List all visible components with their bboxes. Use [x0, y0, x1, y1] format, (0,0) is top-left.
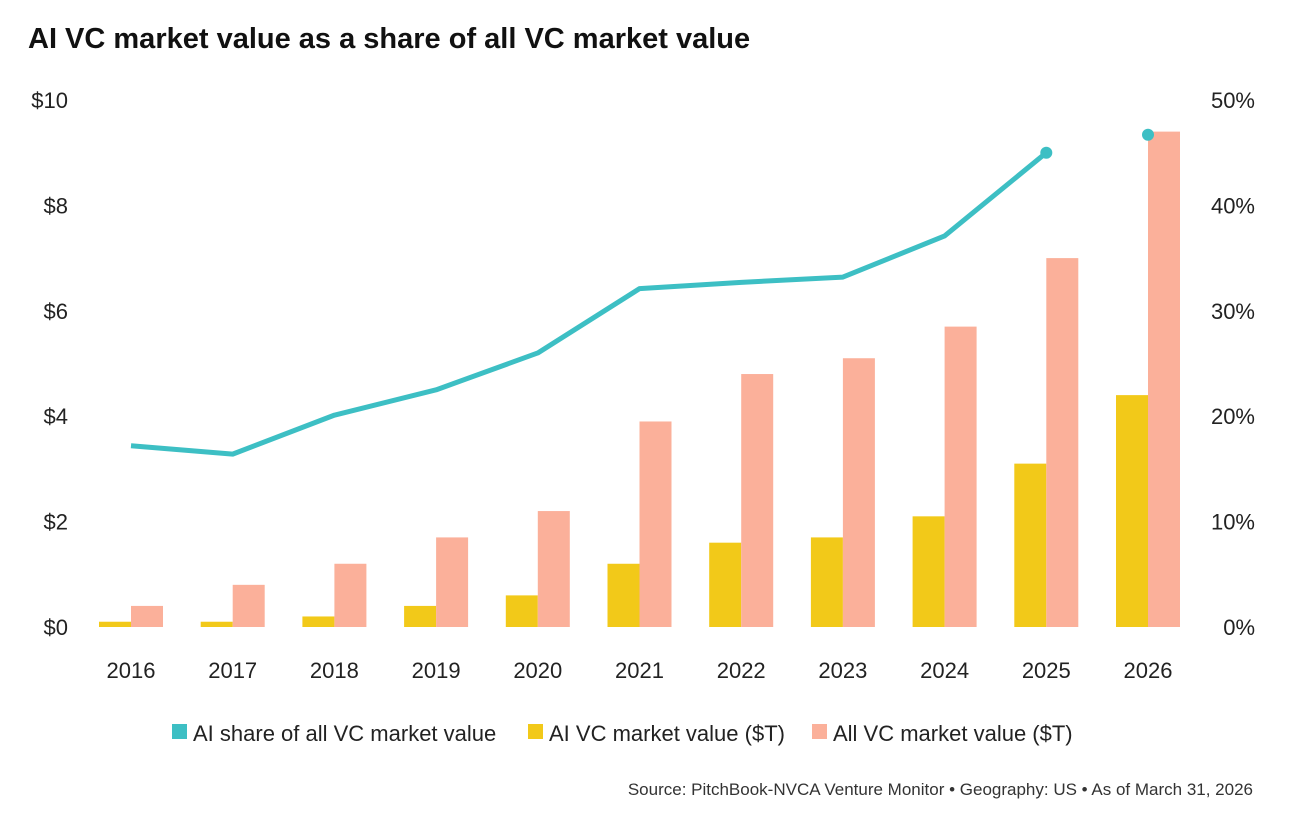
right-axis: 0% 10% 20% 30% 40% 50%: [1211, 88, 1255, 640]
left-tick-label: $6: [44, 299, 68, 324]
bar-ai-vc-2024: [912, 516, 945, 627]
bar-ai-vc-2019: [404, 605, 437, 627]
x-tick-label: 2019: [412, 658, 461, 683]
left-tick-label: $0: [44, 615, 68, 640]
x-tick-label: 2025: [1022, 658, 1071, 683]
x-tick-label: 2020: [513, 658, 562, 683]
legend-label-share: AI share of all VC market value: [193, 721, 496, 746]
right-tick-label: 30%: [1211, 299, 1255, 324]
bar-all-vc-2020: [537, 511, 570, 627]
legend-swatch-share: [172, 724, 187, 739]
right-tick-label: 0%: [1223, 615, 1255, 640]
share-point-2025: [1040, 146, 1053, 159]
legend-label-all: All VC market value ($T): [833, 721, 1073, 746]
x-tick-label: 2026: [1124, 658, 1173, 683]
chart-title: AI VC market value as a share of all VC …: [28, 23, 750, 55]
x-tick-label: 2016: [107, 658, 156, 683]
bar-all-vc-2018: [334, 563, 367, 627]
right-tick-label: 20%: [1211, 404, 1255, 429]
bar-ai-vc-2021: [607, 563, 640, 627]
left-tick-label: $2: [44, 510, 68, 535]
x-tick-label: 2022: [717, 658, 766, 683]
bar-ai-vc-2020: [505, 595, 538, 627]
bar-all-vc-2019: [436, 537, 469, 627]
legend-swatch-ai: [528, 724, 543, 739]
right-tick-label: 10%: [1211, 510, 1255, 535]
bar-ai-vc-2026: [1116, 395, 1148, 627]
bar-ai-vc-2016: [99, 621, 131, 627]
left-axis: $0 $2 $4 $6 $8 $10: [31, 88, 68, 640]
bar-all-vc-2023: [842, 358, 875, 627]
bar-all-vc-2017: [232, 584, 265, 627]
right-tick-label: 40%: [1211, 193, 1255, 218]
right-tick-label: 50%: [1211, 88, 1255, 113]
bars: [99, 131, 1180, 627]
bar-all-vc-2016: [131, 605, 163, 627]
share-line: [130, 128, 1154, 457]
bar-ai-vc-2025: [1014, 463, 1047, 627]
x-tick-label: 2018: [310, 658, 359, 683]
bar-all-vc-2021: [639, 421, 672, 627]
bar-all-vc-2024: [944, 326, 977, 627]
bar-ai-vc-2018: [302, 616, 335, 627]
legend-label-ai: AI VC market value ($T): [549, 721, 785, 746]
bar-all-vc-2025: [1046, 258, 1079, 627]
x-tick-label: 2024: [920, 658, 969, 683]
share-point-2026: [1142, 128, 1154, 141]
legend-swatch-all: [812, 724, 827, 739]
x-tick-label: 2023: [818, 658, 867, 683]
left-tick-label: $10: [31, 88, 68, 113]
bar-all-vc-2026: [1148, 131, 1180, 627]
left-tick-label: $4: [44, 404, 68, 429]
legend: AI share of all VC market value AI VC ma…: [172, 721, 1073, 746]
share-line-path: [130, 150, 1048, 457]
x-axis: 2016 2017 2018 2019 2020 2021 2022 2023 2024 2025…: [107, 658, 1173, 683]
x-tick-label: 2021: [615, 658, 664, 683]
bar-ai-vc-2017: [200, 621, 233, 627]
bar-all-vc-2022: [741, 374, 774, 627]
bar-ai-vc-2023: [810, 537, 843, 627]
bar-ai-vc-2022: [709, 542, 742, 627]
source-note: Source: PitchBook-NVCA Venture Monitor •…: [628, 780, 1253, 799]
left-tick-label: $8: [44, 193, 68, 218]
x-tick-label: 2017: [208, 658, 257, 683]
